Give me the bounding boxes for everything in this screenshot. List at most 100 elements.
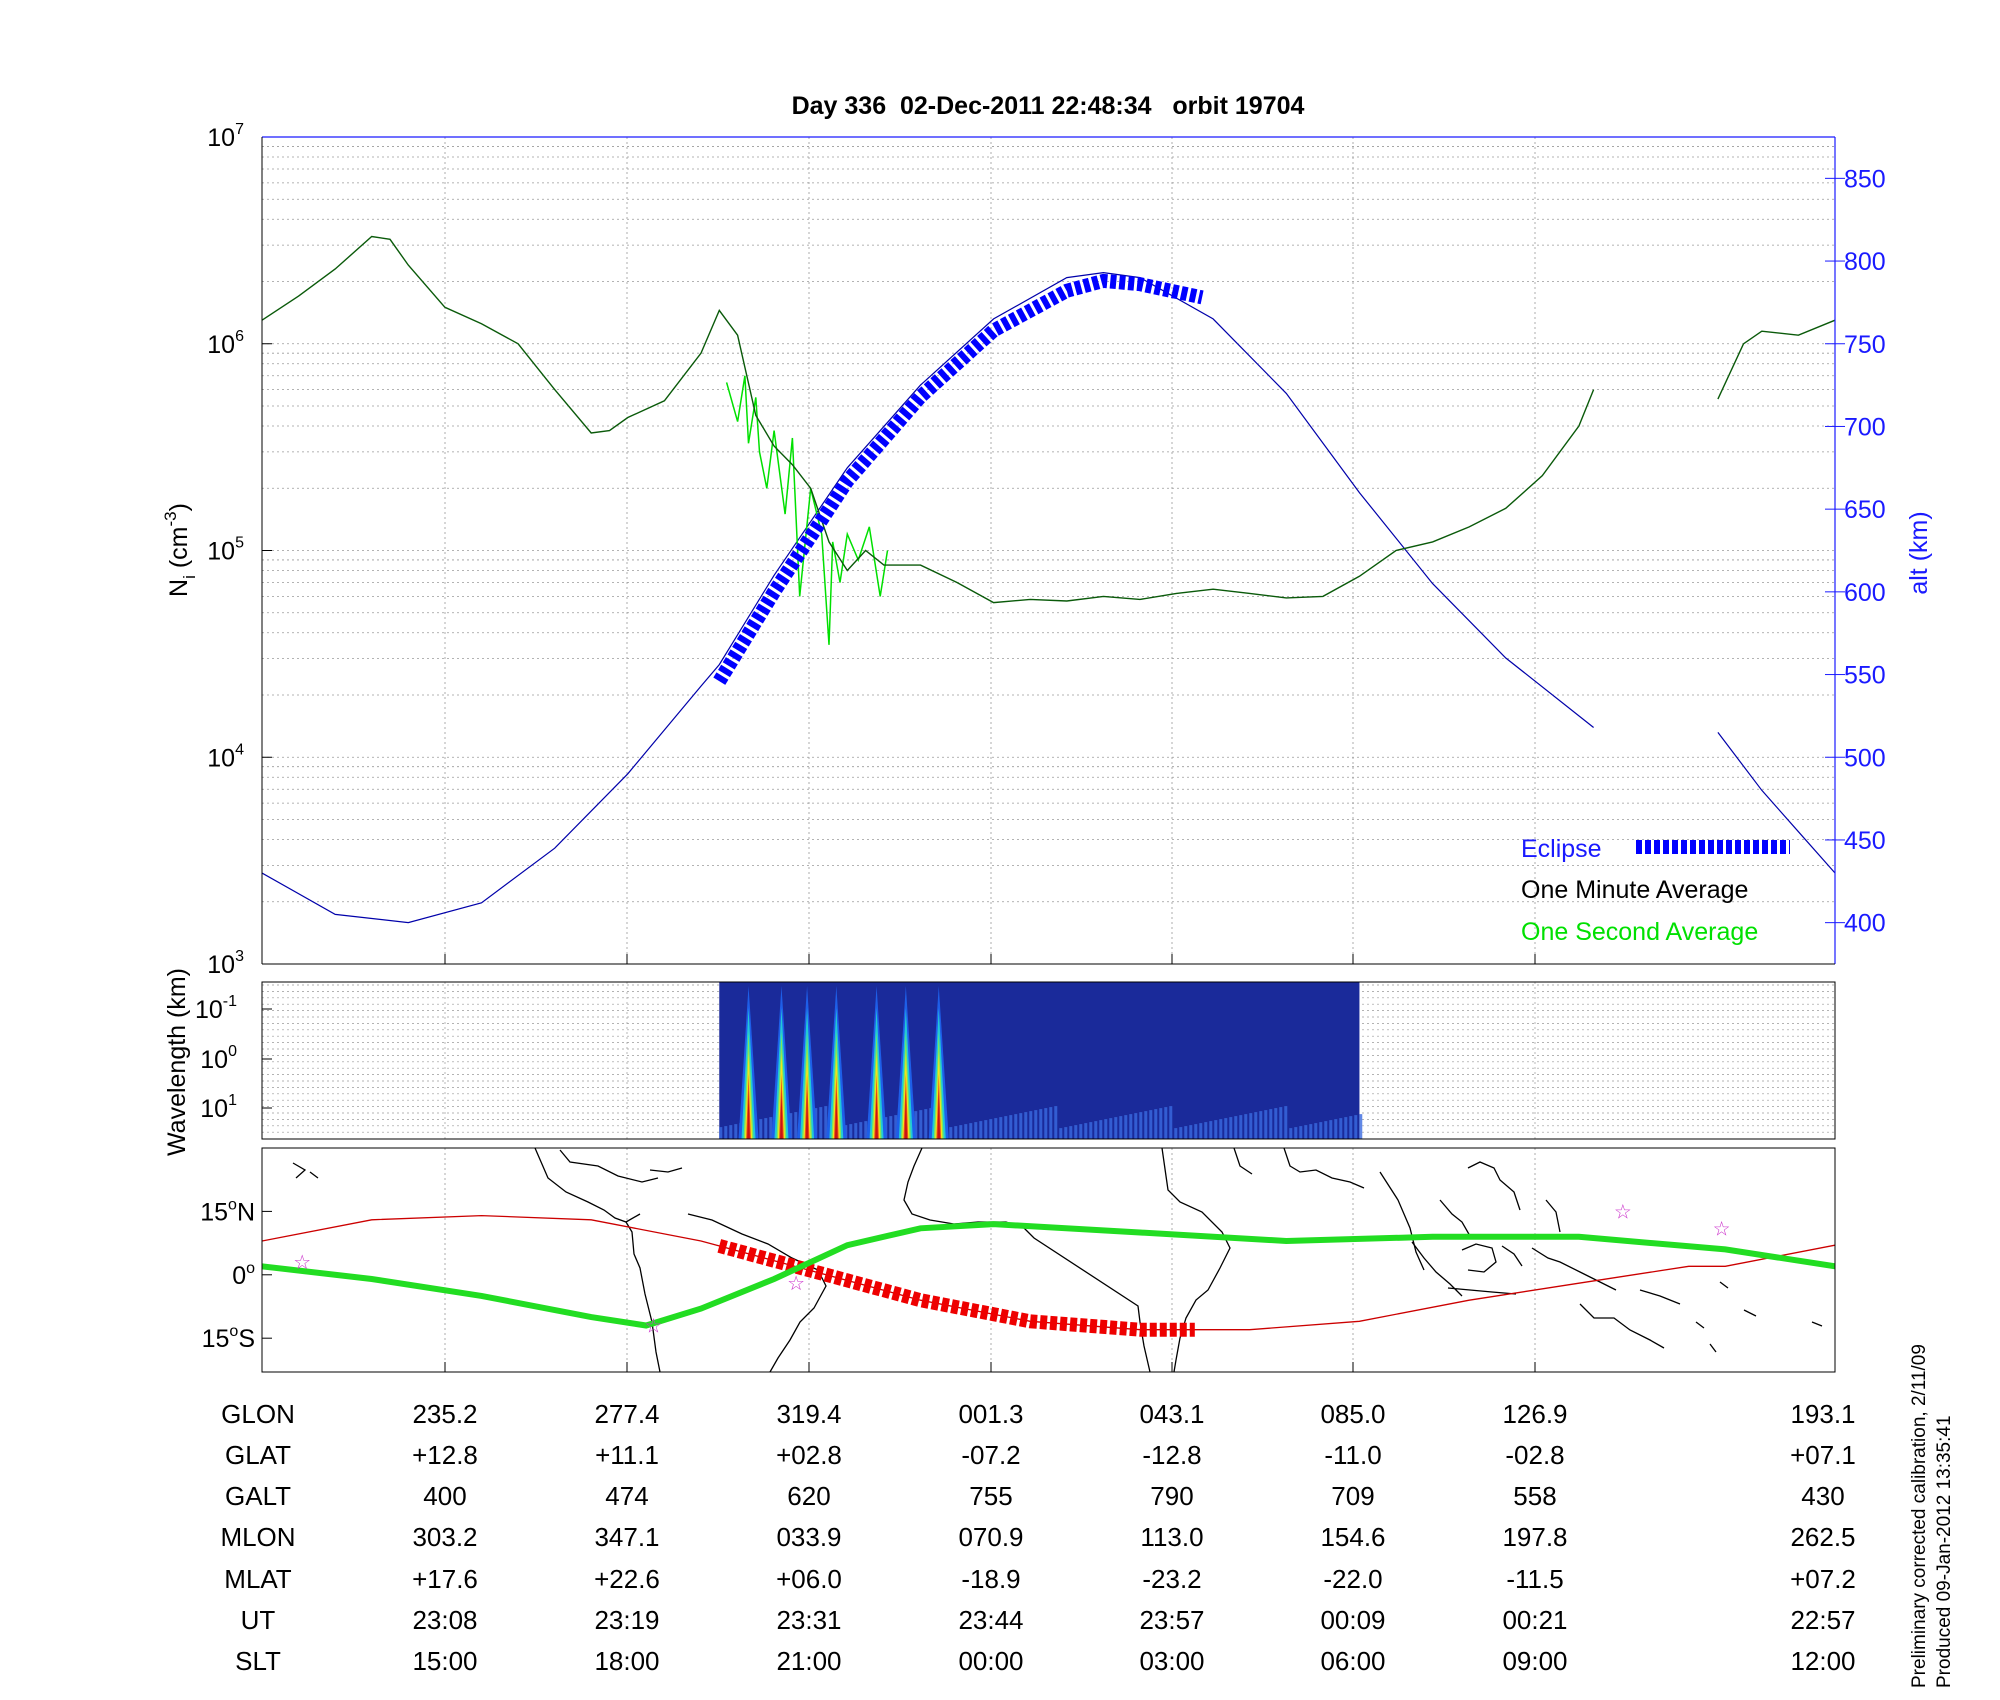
- ephemeris-cell: -23.2: [1142, 1564, 1201, 1594]
- spectrogram-noise-stripe: [1274, 1108, 1278, 1139]
- spectrogram-noise-stripe: [979, 1121, 983, 1139]
- chart-title: Day 336 02-Dec-2011 22:48:34 orbit 19704: [792, 92, 1305, 120]
- ephemeris-cell: -02.8: [1505, 1440, 1564, 1470]
- ephemeris-cell: 303.2: [412, 1522, 477, 1552]
- ephemeris-cell: 085.0: [1320, 1399, 1385, 1429]
- spectrogram-noise-stripe: [1154, 1109, 1158, 1139]
- density-label-unit-close: ): [165, 503, 193, 511]
- tick-base: 10: [200, 1095, 228, 1123]
- coastline-asia: [1233, 1148, 1561, 1271]
- spectrogram-noise-stripe: [759, 1119, 763, 1139]
- spectrogram-noise-stripe: [1074, 1125, 1078, 1139]
- ephemeris-cell: 09:00: [1502, 1646, 1567, 1676]
- density-label-unit-exp: -3: [161, 511, 180, 526]
- spectrogram-noise-stripe: [1254, 1112, 1258, 1139]
- tick-exponent: 4: [235, 741, 244, 758]
- ephemeris-cell: -12.8: [1142, 1440, 1201, 1470]
- tick-hemisphere: S: [238, 1325, 255, 1353]
- ephemeris-cell: 001.3: [958, 1399, 1023, 1429]
- spectrogram-noise-stripe: [1004, 1116, 1008, 1139]
- spectrogram-noise-stripe: [1139, 1112, 1143, 1139]
- spectrogram-noise-stripe: [1244, 1114, 1248, 1139]
- spectrogram-noise-stripe: [1359, 1114, 1363, 1139]
- ephemeris-cell: 06:00: [1320, 1646, 1385, 1676]
- spectrogram-noise-stripe: [1069, 1126, 1073, 1139]
- legend-minute-label: One Minute Average: [1521, 876, 1748, 904]
- legend: Eclipse One Minute Average One Second Av…: [1521, 835, 1790, 946]
- spectrogram-noise-stripe: [1039, 1109, 1043, 1139]
- spectrogram-noise-stripe: [1259, 1111, 1263, 1139]
- one-minute-average-line: [262, 235, 1595, 604]
- spectrogram-tick-label: 10-1: [195, 993, 237, 1024]
- spectrogram-noise-stripe: [1024, 1112, 1028, 1139]
- spectrogram-noise-stripe: [769, 1117, 773, 1139]
- spectrogram-noise-stripe: [974, 1122, 978, 1139]
- altitude-tick-label: 850: [1844, 165, 1886, 193]
- ephemeris-cell: 22:57: [1790, 1605, 1855, 1635]
- spectrogram-noise-stripe: [1354, 1115, 1358, 1139]
- ephemeris-cell: 620: [787, 1481, 830, 1511]
- map-tick-label: 15oS: [202, 1323, 255, 1353]
- legend-eclipse-label: Eclipse: [1521, 835, 1602, 863]
- ephemeris-cell: 00:00: [958, 1646, 1023, 1676]
- ephemeris-cell: 347.1: [594, 1522, 659, 1552]
- coastline-north-america: [292, 1148, 683, 1223]
- spectrogram-noise-stripe: [1284, 1106, 1288, 1139]
- ephemeris-values: 235.2 +12.8 400 303.2 +17.6 23:08 15:00 277.4 +1…: [412, 1399, 1856, 1676]
- spectrogram-noise-stripe: [964, 1124, 968, 1139]
- tick-base: 10: [200, 1046, 228, 1074]
- tick-exponent: 5: [235, 535, 244, 552]
- spectrogram-noise-stripe: [924, 1109, 928, 1139]
- spectrogram-noise-stripe: [1249, 1113, 1253, 1139]
- ephemeris-row-label: UT: [241, 1605, 276, 1635]
- coastline-south-america: [625, 1213, 827, 1372]
- ephemeris-cell: 23:19: [594, 1605, 659, 1635]
- spectrogram-noise-stripe: [1144, 1111, 1148, 1139]
- ephemeris-cell: 043.1: [1139, 1399, 1204, 1429]
- tick-hemisphere: N: [237, 1198, 255, 1226]
- spectrogram-noise-stripe: [1219, 1119, 1223, 1139]
- ephemeris-cell: 709: [1331, 1481, 1374, 1511]
- ephemeris-cell: 12:00: [1790, 1646, 1855, 1676]
- spectrogram-noise-stripe: [889, 1116, 893, 1139]
- spectrogram-noise-stripe: [1234, 1116, 1238, 1139]
- ephemeris-cell: 474: [605, 1481, 648, 1511]
- spectrogram-noise-stripe: [984, 1120, 988, 1139]
- ephemeris-table: GLON GLAT GALT MLON MLAT UT SLT 235.2 +12.8 400 3…: [220, 1399, 1855, 1676]
- spectrogram-noise-stripe: [1059, 1128, 1063, 1139]
- altitude-tick-label: 550: [1844, 662, 1886, 690]
- ephemeris-cell: +07.2: [1790, 1564, 1856, 1594]
- spectrogram-noise-stripe: [919, 1110, 923, 1139]
- spectrogram-noise-stripe: [1324, 1121, 1328, 1139]
- spectrogram-noise-stripe: [894, 1115, 898, 1139]
- altitude-tick-label: 650: [1844, 496, 1886, 524]
- altitude-tick-label: 800: [1844, 248, 1886, 276]
- density-tick-label: 106: [207, 328, 244, 359]
- spectrogram-bursts: [738, 986, 949, 1139]
- spectrogram-noise-stripe: [1084, 1123, 1088, 1139]
- density-label-unit: (cm: [165, 527, 193, 576]
- ephemeris-cell: +11.1: [595, 1440, 659, 1470]
- ephemeris-cell: +02.8: [776, 1440, 842, 1470]
- spectrogram-noise-stripe: [1049, 1107, 1053, 1139]
- ephemeris-cell: 03:00: [1139, 1646, 1204, 1676]
- spectrogram-noise-stripe: [1019, 1113, 1023, 1139]
- spectrogram-noise-stripe: [859, 1122, 863, 1139]
- tick-base: 10: [195, 996, 223, 1024]
- spectrogram-noise-stripe: [1009, 1115, 1013, 1139]
- spectrogram-noise-stripe: [1169, 1106, 1173, 1139]
- altitude-tick-label: 750: [1844, 331, 1886, 359]
- spectrogram-noise-stripe: [954, 1126, 958, 1139]
- spectrogram-noise-stripe: [1054, 1106, 1058, 1139]
- spectrogram-noise-stripe: [1224, 1118, 1228, 1139]
- ephemeris-cell: 070.9: [958, 1522, 1023, 1552]
- station-star-icon: ☆: [1614, 1201, 1632, 1223]
- spectrogram-noise-stripe: [1214, 1120, 1218, 1139]
- spectrogram-noise-stripe: [1134, 1113, 1138, 1139]
- station-star-icon: ☆: [293, 1252, 311, 1274]
